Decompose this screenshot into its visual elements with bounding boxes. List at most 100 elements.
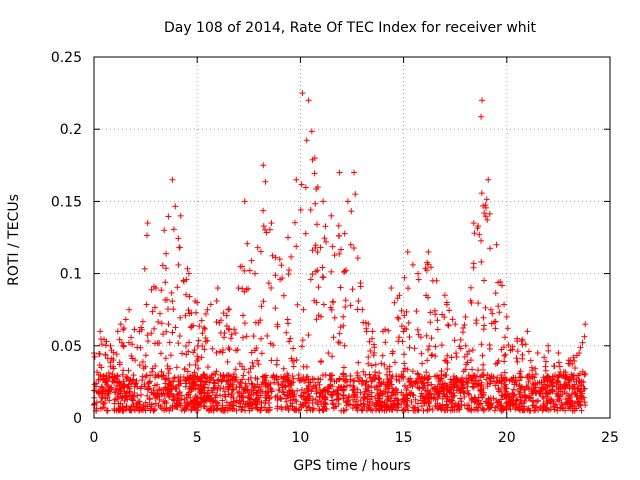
data-point-peak xyxy=(177,212,184,219)
data-point xyxy=(322,396,329,403)
data-point xyxy=(468,357,475,364)
data-point xyxy=(134,392,141,399)
data-point xyxy=(144,392,151,399)
data-point xyxy=(116,405,123,412)
data-point xyxy=(577,388,584,395)
data-point xyxy=(290,406,297,413)
data-point xyxy=(210,407,217,414)
data-point xyxy=(517,373,524,380)
data-point xyxy=(386,385,393,392)
data-point xyxy=(513,404,520,411)
data-point xyxy=(325,384,332,391)
data-point xyxy=(262,383,269,390)
data-point xyxy=(459,329,466,336)
data-point xyxy=(443,301,450,308)
data-point xyxy=(254,375,261,382)
data-point xyxy=(297,206,304,213)
data-point xyxy=(108,347,115,354)
data-point xyxy=(129,355,136,362)
data-point xyxy=(540,385,547,392)
data-point xyxy=(303,363,310,370)
data-point xyxy=(319,264,326,271)
data-point xyxy=(181,366,188,373)
data-point xyxy=(340,370,347,377)
data-point xyxy=(471,396,478,403)
data-point xyxy=(559,405,566,412)
data-point xyxy=(299,401,306,408)
data-point xyxy=(341,342,348,349)
data-point xyxy=(117,400,124,407)
data-point xyxy=(468,299,475,306)
data-point xyxy=(482,213,489,220)
data-point xyxy=(143,301,150,308)
data-point-peak xyxy=(305,97,312,104)
data-point xyxy=(315,284,322,291)
data-point xyxy=(338,383,345,390)
data-point xyxy=(365,360,372,367)
data-point xyxy=(201,346,208,353)
data-point xyxy=(483,196,490,203)
data-point xyxy=(514,358,521,365)
data-point xyxy=(280,292,287,299)
data-point xyxy=(458,401,465,408)
data-point xyxy=(343,399,350,406)
data-point xyxy=(250,363,257,370)
data-point xyxy=(308,388,315,395)
data-point xyxy=(425,346,432,353)
data-point xyxy=(434,326,441,333)
data-point xyxy=(163,250,170,257)
data-point xyxy=(328,306,335,313)
data-point xyxy=(91,400,98,407)
data-point xyxy=(461,390,468,397)
data-point xyxy=(408,389,415,396)
data-point xyxy=(415,276,422,283)
data-point xyxy=(387,398,394,405)
data-point xyxy=(279,384,286,391)
data-point xyxy=(400,406,407,413)
data-point xyxy=(333,396,340,403)
data-point xyxy=(136,405,143,412)
data-point xyxy=(379,352,386,359)
data-point xyxy=(545,347,552,354)
data-point xyxy=(243,333,250,340)
data-point xyxy=(489,310,496,317)
data-point xyxy=(409,383,416,390)
data-point xyxy=(298,181,305,188)
data-points xyxy=(91,90,589,414)
data-point xyxy=(501,358,508,365)
data-point xyxy=(123,403,130,410)
data-point xyxy=(337,284,344,291)
data-point xyxy=(461,402,468,409)
data-point xyxy=(231,326,238,333)
data-point xyxy=(275,380,282,387)
data-point xyxy=(262,390,269,397)
data-point-peak xyxy=(241,198,248,205)
data-point xyxy=(284,392,291,399)
data-point xyxy=(286,387,293,394)
data-point xyxy=(245,392,252,399)
data-point xyxy=(168,385,175,392)
data-point xyxy=(166,407,173,414)
data-point xyxy=(116,336,123,343)
data-point xyxy=(340,313,347,320)
data-point xyxy=(102,351,109,358)
data-point xyxy=(355,378,362,385)
data-point xyxy=(372,361,379,368)
data-point xyxy=(225,345,232,352)
data-point xyxy=(236,388,243,395)
data-point xyxy=(405,319,412,326)
data-point xyxy=(429,351,436,358)
data-point xyxy=(400,328,407,335)
data-point xyxy=(401,360,408,367)
data-point xyxy=(303,407,310,414)
data-point xyxy=(382,339,389,346)
data-point xyxy=(379,391,386,398)
data-point xyxy=(414,384,421,391)
data-point xyxy=(355,359,362,366)
data-point xyxy=(188,323,195,330)
data-point xyxy=(155,318,162,325)
data-point-peak xyxy=(576,350,583,357)
data-point xyxy=(366,398,373,405)
data-point xyxy=(392,385,399,392)
data-point xyxy=(445,322,452,329)
